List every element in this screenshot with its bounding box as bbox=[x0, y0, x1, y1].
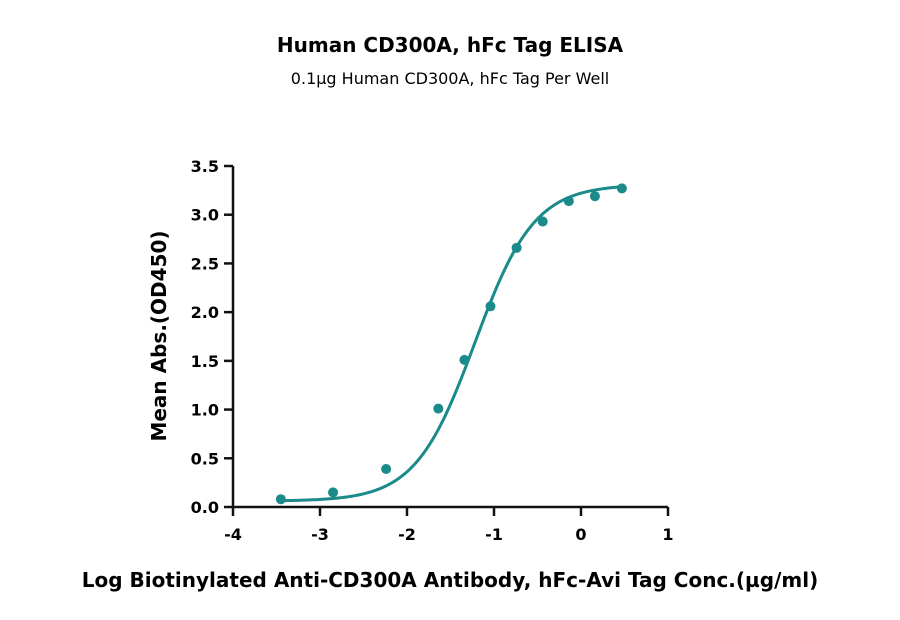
y-tick-label: 1.5 bbox=[191, 352, 219, 371]
chart-subtitle: 0.1µg Human CD300A, hFc Tag Per Well bbox=[291, 69, 609, 88]
y-tick-label: 3.5 bbox=[191, 157, 219, 176]
y-tick-label: 0.0 bbox=[191, 498, 219, 517]
x-tick-label: -3 bbox=[311, 525, 329, 544]
x-tick-label: -1 bbox=[485, 525, 503, 544]
data-point bbox=[589, 191, 600, 202]
x-tick-label: -4 bbox=[224, 525, 242, 544]
data-point bbox=[328, 487, 339, 498]
data-point bbox=[459, 354, 470, 365]
x-tick-label: 1 bbox=[662, 525, 673, 544]
data-point bbox=[563, 196, 574, 207]
y-tick-label: 2.0 bbox=[191, 303, 219, 322]
x-tick-label: 0 bbox=[575, 525, 586, 544]
x-axis-label: Log Biotinylated Anti-CD300A Antibody, h… bbox=[82, 568, 818, 592]
y-axis-label: Mean Abs.(OD450) bbox=[147, 230, 171, 441]
y-tick-label: 1.0 bbox=[191, 401, 219, 420]
data-point bbox=[381, 464, 392, 475]
data-point bbox=[537, 216, 548, 227]
x-tick-label: -2 bbox=[398, 525, 416, 544]
fit-curve bbox=[280, 185, 623, 503]
data-point bbox=[485, 301, 496, 312]
data-point bbox=[511, 242, 522, 253]
y-tick-label: 3.0 bbox=[191, 206, 219, 225]
data-point bbox=[616, 183, 627, 194]
data-point bbox=[433, 403, 444, 414]
data-point bbox=[275, 494, 286, 505]
plot-area: 0.0 0.5 1.0 1.5 2.0 2.5 3.0 3.5 -4 -3 -2 -1 0 1 bbox=[191, 157, 674, 544]
y-tick-label: 2.5 bbox=[191, 254, 219, 273]
chart-title: Human CD300A, hFc Tag ELISA bbox=[277, 33, 624, 57]
y-tick-label: 0.5 bbox=[191, 449, 219, 468]
